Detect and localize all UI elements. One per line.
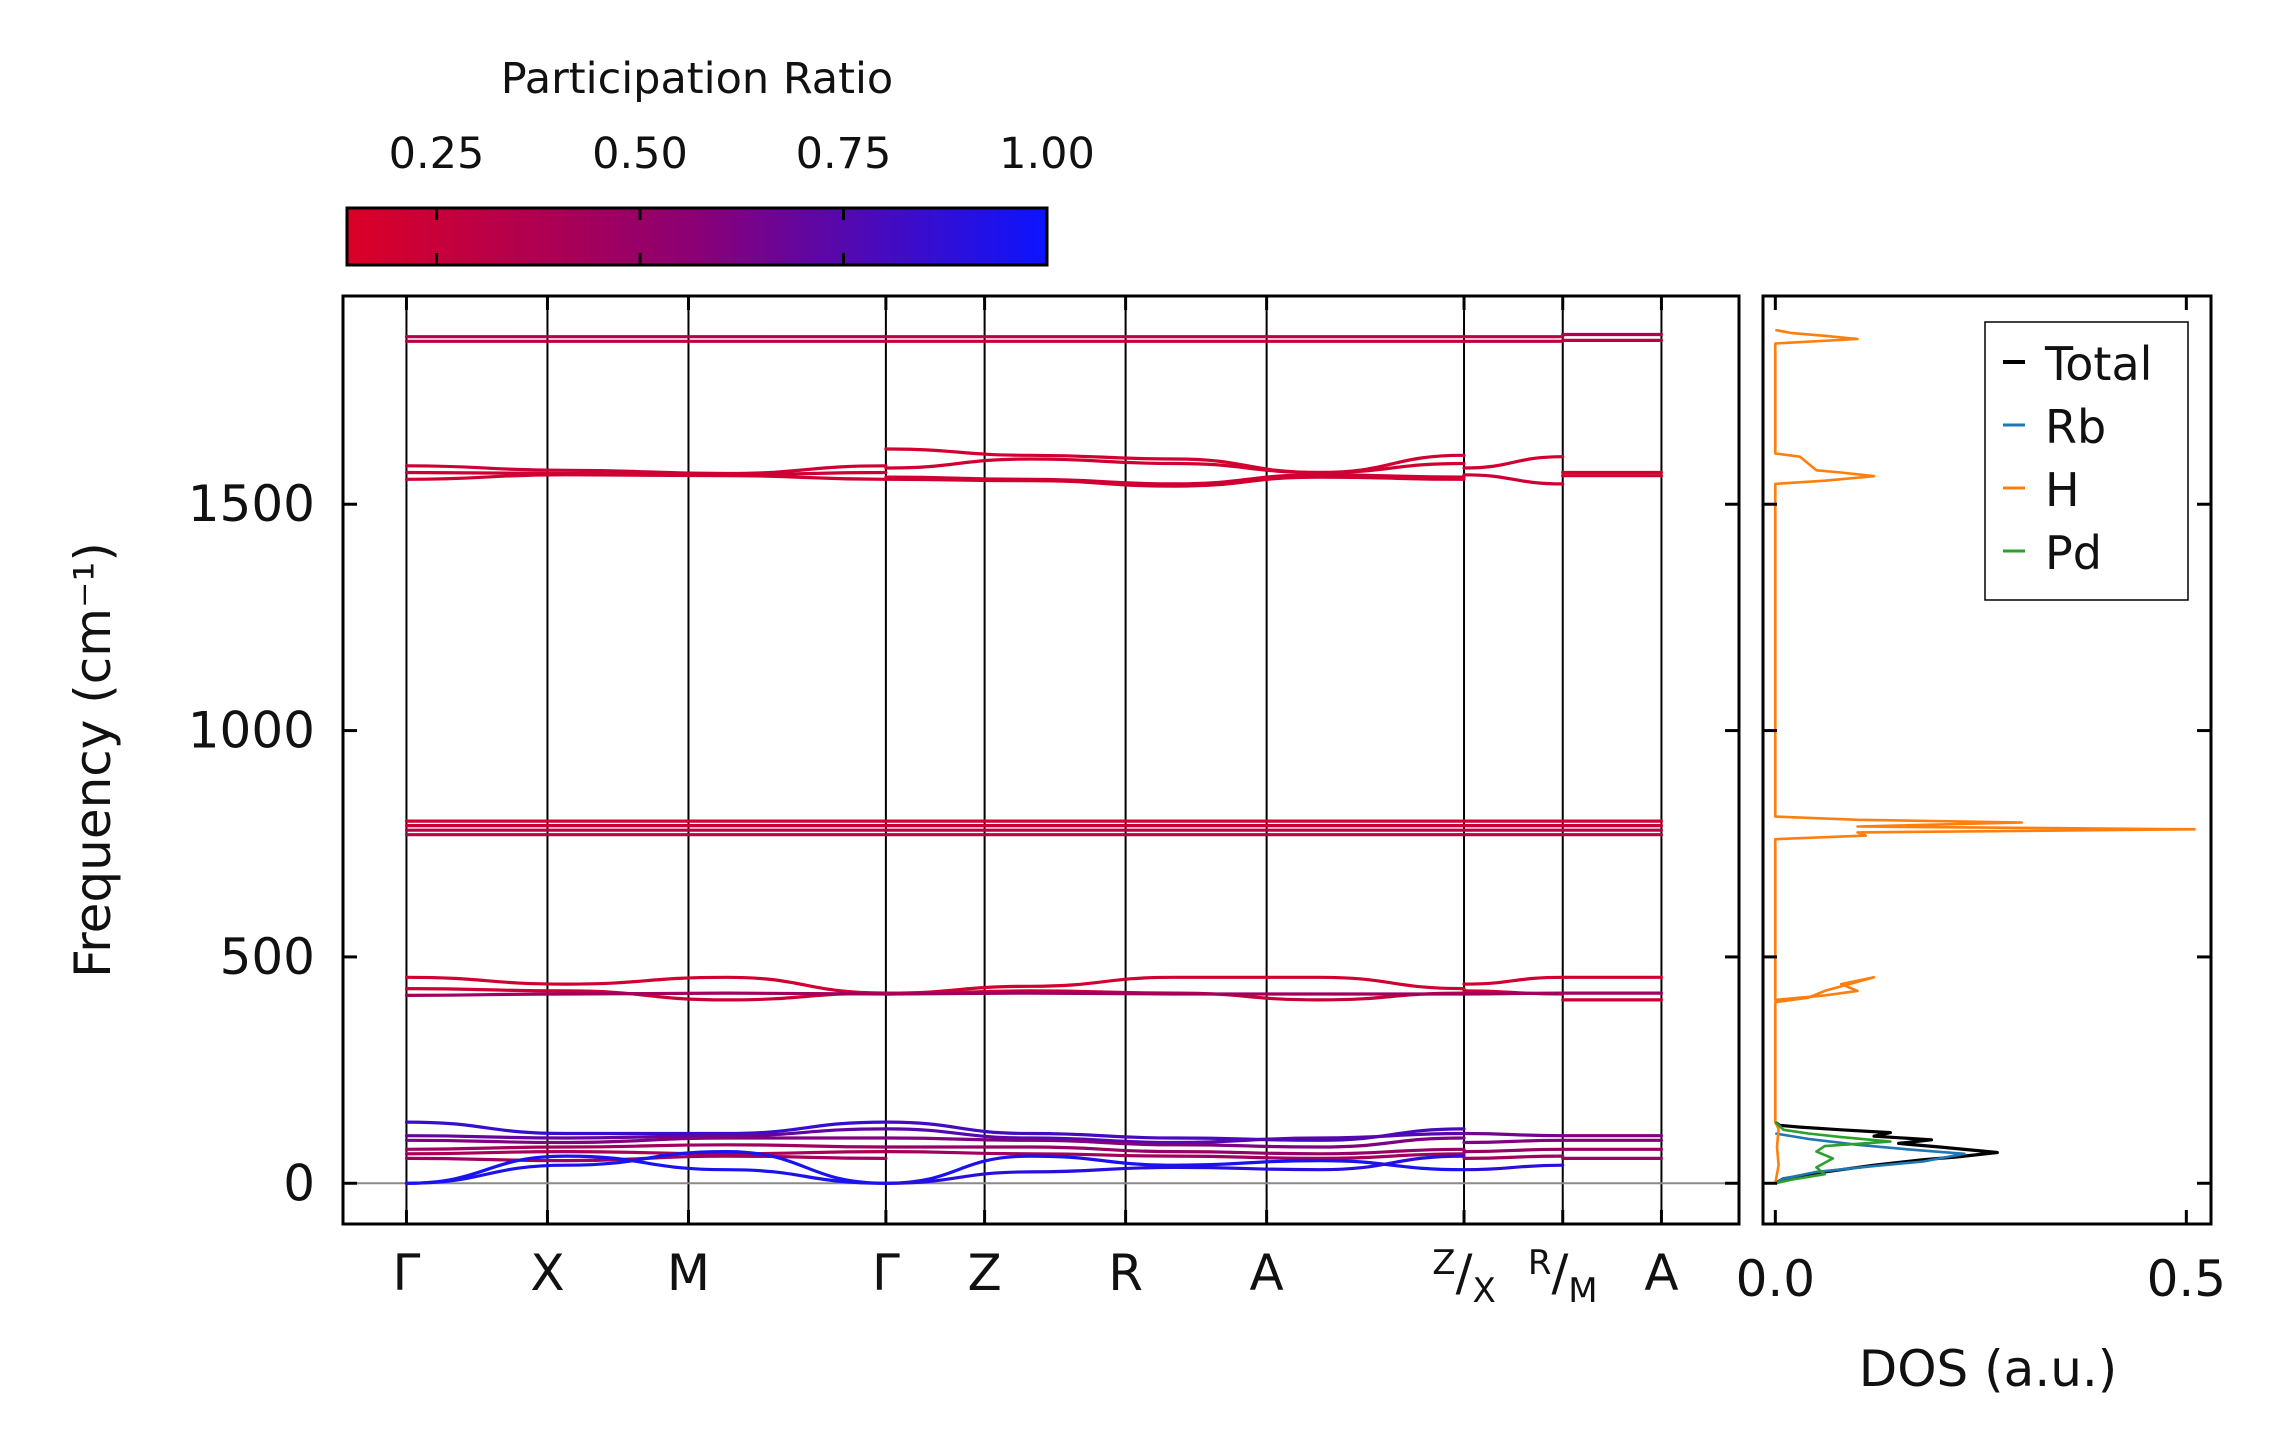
y-tick-label: 0 <box>283 1154 315 1212</box>
band-line <box>404 473 888 481</box>
band-line <box>1462 455 1565 470</box>
colorbar-tick-label: 0.50 <box>592 129 688 179</box>
y-tick-label: 1500 <box>188 475 315 533</box>
legend-frame <box>1984 321 2189 601</box>
colorbar: Participation Ratio 0.25 0.50 0.75 1.00 <box>345 54 1095 267</box>
legend-label-total: Total <box>2044 337 2152 391</box>
kpoint-label: M <box>667 1244 710 1302</box>
band-line <box>404 1136 888 1145</box>
legend-label-pd: Pd <box>2045 526 2102 580</box>
dos-line-rb <box>1774 1132 1966 1185</box>
band-line <box>1462 1131 1565 1138</box>
band-line <box>884 475 1466 488</box>
kpoint-label: X <box>530 1244 564 1302</box>
band-line <box>884 1136 1466 1149</box>
band-line <box>404 464 888 476</box>
band-axes-frame <box>341 294 1741 1226</box>
band-line <box>1462 473 1565 486</box>
kpoint-label: Z/X <box>1432 1243 1495 1311</box>
band-line <box>404 991 888 997</box>
colorbar-title: Participation Ratio <box>501 54 894 104</box>
band-kpoint-lines <box>343 296 1739 1224</box>
kpoint-label: R <box>1108 1244 1143 1302</box>
kpoint-label: A <box>1250 1244 1284 1302</box>
band-line <box>404 1150 888 1185</box>
band-line <box>884 975 1466 995</box>
dos-x-tick-label: 0.0 <box>1736 1250 1816 1308</box>
dos-x-tick-label: 0.5 <box>2147 1250 2227 1308</box>
colorbar-tick-label: 0.25 <box>389 129 485 179</box>
band-line <box>884 1145 1466 1156</box>
kpoint-label: A <box>1644 1244 1678 1302</box>
band-line <box>404 1120 888 1136</box>
band-line <box>1462 991 1565 996</box>
band-line <box>884 1154 1466 1185</box>
band-y-ticks: 0 500 1000 1500 <box>188 475 1739 1212</box>
band-line <box>884 1127 1466 1145</box>
legend-label-rb: Rb <box>2045 400 2106 454</box>
band-line <box>404 1154 888 1185</box>
legend-label-h: H <box>2045 463 2080 517</box>
kpoint-label: Z <box>967 1244 1001 1302</box>
band-y-axis-label: Frequency (cm⁻¹) <box>64 542 122 978</box>
y-tick-label: 1000 <box>188 702 315 760</box>
colorbar-tick-label: 0.75 <box>796 129 892 179</box>
band-line <box>404 1143 888 1151</box>
band-line <box>1462 1138 1565 1145</box>
colorbar-gradient <box>345 206 1049 267</box>
dos-line-h <box>1774 328 2196 1184</box>
band-line <box>884 447 1466 475</box>
band-line <box>884 1150 1466 1160</box>
band-x-ticks: Γ X M Γ Z R A Z/X R/M A <box>393 296 1679 1311</box>
band-lines <box>404 332 1663 1185</box>
band-line <box>884 1154 1466 1185</box>
dos-axes-frame <box>1761 294 2213 1226</box>
dos-lines <box>1774 328 2196 1185</box>
dos-legend: Total Rb H Pd <box>1984 321 2189 601</box>
dos-ticks: 0.0 0.5 <box>1736 296 2227 1308</box>
band-line <box>1462 1154 1565 1160</box>
dos-panel: 0.0 0.5 DOS (a.u.) Total Rb H Pd <box>1736 294 2227 1398</box>
band-line <box>1462 975 1565 986</box>
colorbar-tick-label: 1.00 <box>999 129 1095 179</box>
dos-x-axis-label: DOS (a.u.) <box>1859 1340 2118 1398</box>
band-line <box>884 457 1466 475</box>
y-tick-label: 500 <box>220 928 315 986</box>
kpoint-label: Γ <box>872 1244 900 1302</box>
band-line <box>884 991 1466 996</box>
band-line <box>404 1150 888 1156</box>
kpoint-label: R/M <box>1528 1243 1598 1311</box>
band-line <box>404 1127 888 1140</box>
colorbar-ticks: 0.25 0.50 0.75 1.00 <box>389 129 1095 265</box>
dos-line-pd <box>1774 1121 1892 1185</box>
kpoint-label: Γ <box>393 1244 421 1302</box>
band-line <box>404 975 888 995</box>
band-line <box>404 987 888 1002</box>
band-line <box>1462 1147 1565 1154</box>
band-line <box>1462 1163 1565 1172</box>
band-structure-panel: 0 500 1000 1500 Γ X M Γ Z R A Z/X R/M A Frequency (c… <box>64 294 1741 1311</box>
legend-items: Total Rb H Pd <box>2003 337 2152 580</box>
